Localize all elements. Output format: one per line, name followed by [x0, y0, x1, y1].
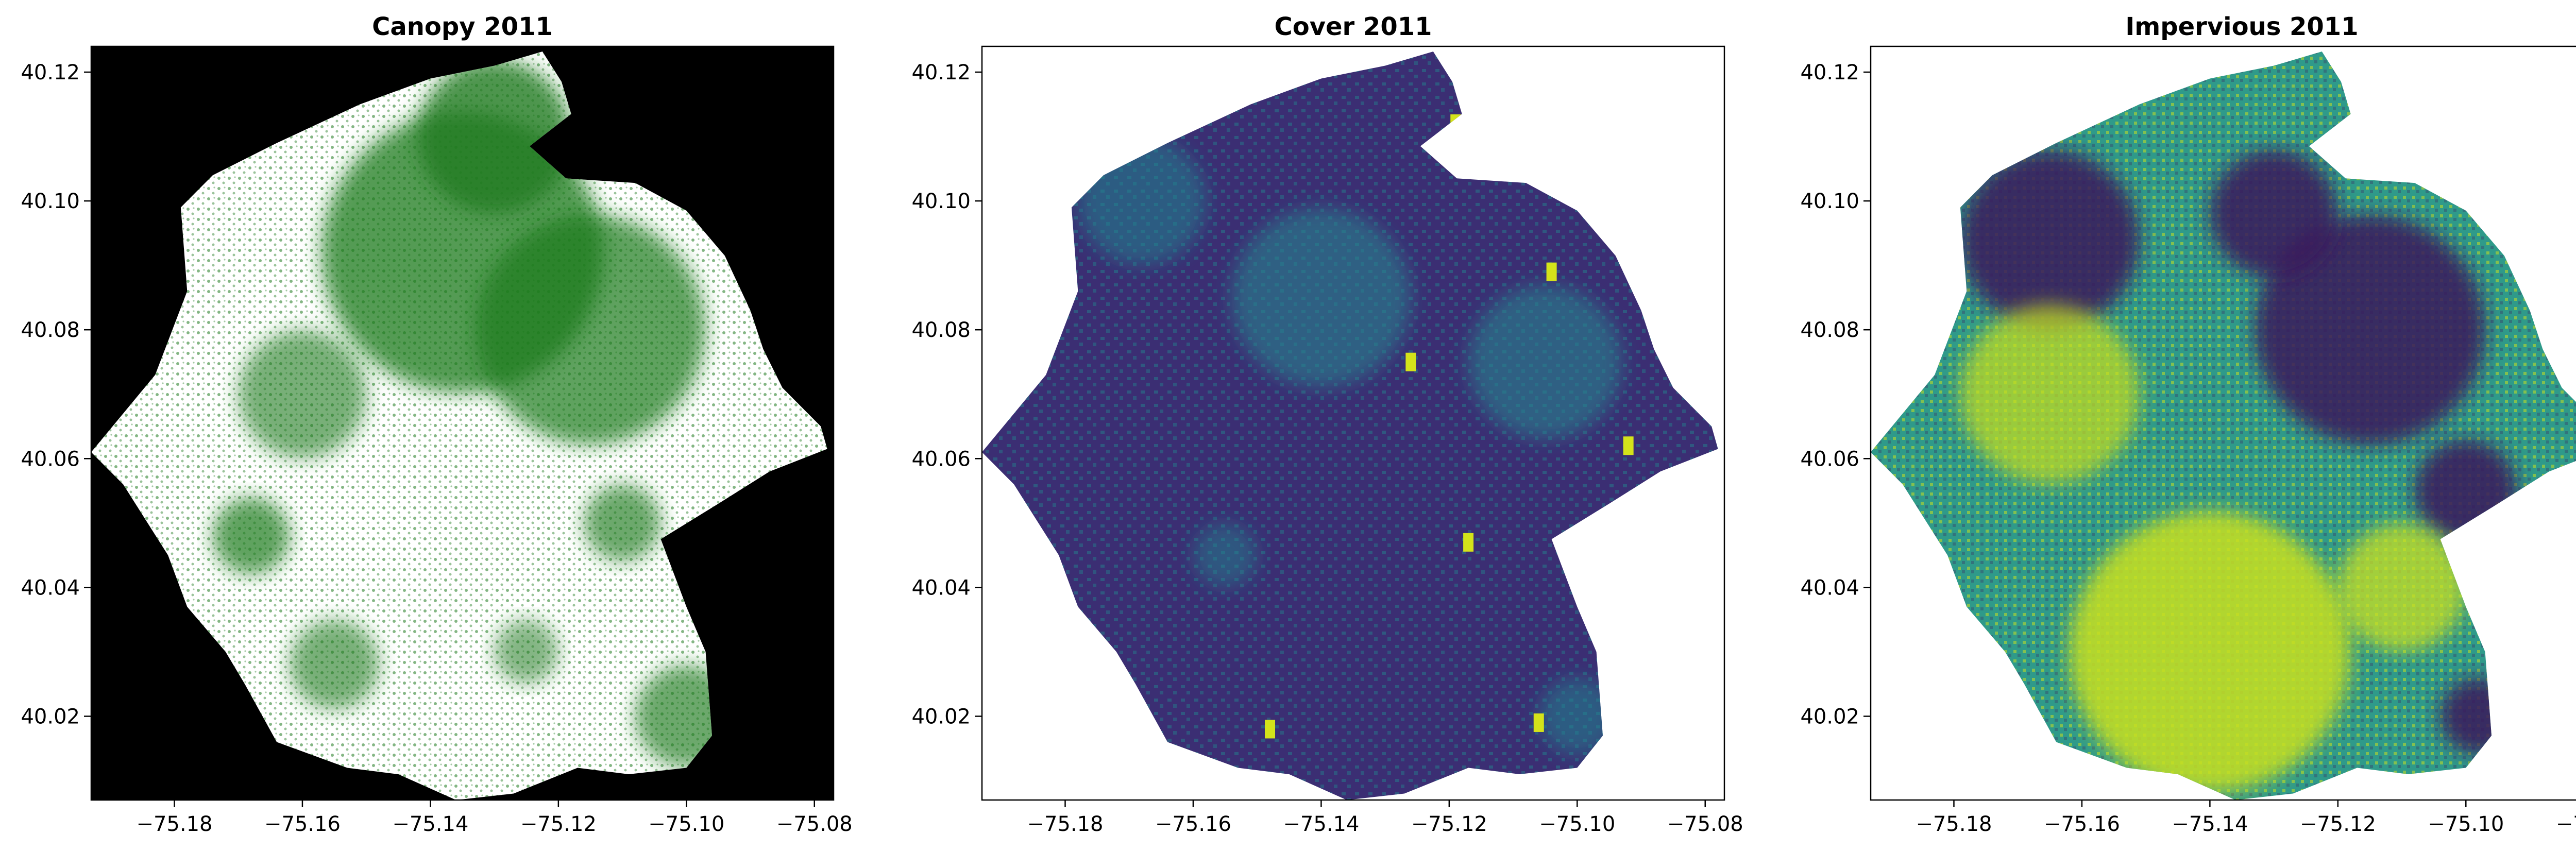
- y-tick-label: 40.12: [1800, 61, 1859, 84]
- cover-panel-title: Cover 2011: [1274, 12, 1432, 41]
- y-tick-label: 40.10: [911, 190, 971, 213]
- y-tick-label: 40.02: [1800, 705, 1859, 728]
- x-tick-label: −75.10: [2428, 812, 2504, 836]
- x-tick-label: −75.12: [520, 812, 597, 836]
- x-tick-label: −75.14: [2172, 812, 2248, 836]
- value-zone: [238, 330, 367, 458]
- highlight-patch: [1463, 533, 1474, 552]
- x-tick-label: −75.12: [1411, 812, 1487, 836]
- highlight-patch: [1533, 713, 1544, 732]
- x-tick-label: −75.18: [1916, 812, 1992, 836]
- y-tick-label: 40.06: [21, 447, 80, 471]
- x-tick-label: −75.18: [136, 812, 212, 836]
- value-zone: [475, 214, 706, 445]
- low-value-zone: [2210, 149, 2338, 278]
- x-tick-label: −75.10: [1539, 812, 1615, 836]
- y-tick-label: 40.08: [911, 318, 971, 342]
- highlight-patch: [1265, 720, 1276, 739]
- x-tick-label: −75.08: [2556, 812, 2576, 836]
- value-zone: [1538, 677, 1616, 755]
- x-tick-label: −75.16: [264, 812, 341, 836]
- value-zone: [494, 620, 558, 684]
- y-tick-label: 40.04: [1800, 576, 1859, 600]
- x-tick-label: −75.08: [1667, 812, 1743, 836]
- value-zone: [2337, 523, 2466, 652]
- x-tick-label: −75.08: [776, 812, 853, 836]
- value-zone: [213, 497, 290, 574]
- canopy-x-axis: −75.18 −75.16 −75.14 −75.12 −75.10 −75.08: [136, 800, 853, 836]
- x-tick-label: −75.16: [1155, 812, 1231, 836]
- x-tick-label: −75.10: [648, 812, 724, 836]
- highlight-patch: [1546, 262, 1557, 281]
- impervious-panel-title: Impervious 2011: [2125, 12, 2358, 41]
- canopy-y-axis: 40.02 40.04 40.06 40.08 40.10 40.12: [21, 61, 91, 728]
- value-zone: [290, 620, 380, 710]
- value-zone: [1231, 208, 1411, 387]
- y-tick-label: 40.08: [1800, 318, 1859, 342]
- highlight-patch: [1405, 352, 1416, 371]
- y-tick-label: 40.12: [21, 61, 80, 84]
- x-tick-label: −75.18: [1027, 812, 1103, 836]
- cover-x-axis: −75.18 −75.16 −75.14 −75.12 −75.10 −75.08: [1027, 800, 1743, 836]
- value-zone: [1468, 285, 1622, 439]
- cover-panel: Cover 2011 −75.18 −75.16 −75.14 −75.12 −75.1…: [911, 12, 1743, 836]
- y-tick-label: 40.12: [911, 61, 971, 84]
- impervious-axes-frame: [1870, 45, 2576, 801]
- y-tick-label: 40.04: [911, 576, 971, 600]
- cover-axes-frame: [981, 45, 1725, 801]
- x-tick-label: −75.14: [392, 812, 468, 836]
- impervious-panel: Impervious 2011 −75.18 −75.16 −75.14 −75.12…: [1800, 12, 2576, 836]
- value-zone: [584, 484, 661, 561]
- x-tick-label: −75.14: [1283, 812, 1359, 836]
- canopy-panel-title: Canopy 2011: [372, 12, 553, 41]
- x-tick-label: −75.16: [2044, 812, 2120, 836]
- y-tick-label: 40.06: [1800, 447, 1859, 471]
- y-tick-label: 40.10: [1800, 190, 1859, 213]
- value-zone: [1960, 304, 2140, 484]
- cover-y-axis: 40.02 40.04 40.06 40.08 40.10 40.12: [911, 61, 982, 728]
- canopy-panel: Canopy 2011 −75.18 −75.16 −75.14 −75.12 −75.…: [21, 12, 852, 836]
- canopy-axes-frame: [90, 45, 835, 801]
- y-tick-label: 40.06: [911, 447, 971, 471]
- y-tick-label: 40.08: [21, 318, 80, 342]
- low-value-zone: [2255, 214, 2485, 445]
- impervious-y-axis: 40.02 40.04 40.06 40.08 40.10 40.12: [1800, 61, 1871, 728]
- y-tick-label: 40.10: [21, 190, 80, 213]
- value-zone: [2069, 511, 2351, 793]
- value-zone: [1193, 523, 1258, 587]
- value-zone: [417, 59, 571, 214]
- y-tick-label: 40.04: [21, 576, 80, 600]
- x-tick-label: −75.12: [2300, 812, 2376, 836]
- y-tick-label: 40.02: [21, 705, 80, 728]
- low-value-zone: [1960, 150, 2140, 330]
- highlight-patch: [1623, 436, 1634, 455]
- impervious-x-axis: −75.18 −75.16 −75.14 −75.12 −75.10 −75.08: [1916, 800, 2576, 836]
- y-tick-label: 40.02: [911, 705, 971, 728]
